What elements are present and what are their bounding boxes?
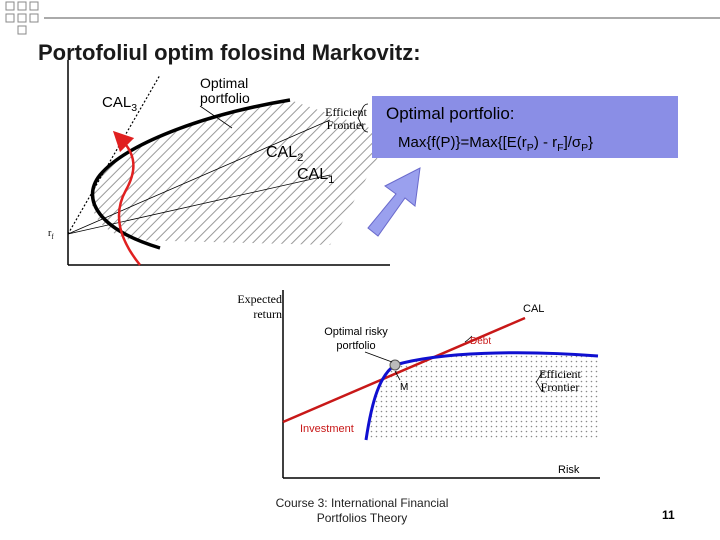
investment-label: Investment xyxy=(300,423,354,435)
red-curve xyxy=(112,130,141,266)
bottom-efficient-frontier-label: Efficient Frontier xyxy=(539,367,581,394)
bottom-efficient-frontier xyxy=(364,351,599,441)
page-number: 11 xyxy=(662,508,675,522)
callout-arrow xyxy=(367,167,421,237)
optimal-portfolio-callout: Optimal portfolio: Max{f(P)}=Max{[E(rP) … xyxy=(372,96,678,158)
optimal-risky-label: Optimal risky portfolio xyxy=(324,326,388,352)
callout-formula: Max{f(P)}=Max{[E(rP) - rF]/σP} xyxy=(398,134,594,154)
cal-label: CAL xyxy=(523,303,545,315)
ef-brace xyxy=(535,371,546,393)
cal-line xyxy=(282,316,526,424)
cal2-label: CAL2 xyxy=(266,144,304,165)
footer-course: Course 3: International Financial Portfo… xyxy=(275,496,449,525)
debt-label: Debt xyxy=(470,336,492,347)
page-title: Portofoliul optim folosind Markovitz: xyxy=(38,40,421,65)
cal2-line xyxy=(67,119,331,235)
opportunity-region-dotted xyxy=(368,352,600,440)
m-pointer xyxy=(394,370,401,381)
risk-label: Risk xyxy=(558,464,580,476)
m-label: M xyxy=(400,382,409,393)
callout-heading: Optimal portfolio: xyxy=(386,104,515,123)
top-efficient-frontier-label: Efficient Frontier xyxy=(325,105,367,132)
debt-brace xyxy=(464,335,473,343)
optimal-point-m xyxy=(389,359,401,371)
bottom-diagram xyxy=(282,290,600,479)
cal3-label: CAL3 xyxy=(102,94,138,114)
expected-return-label: Expected return xyxy=(237,292,282,321)
optimal-portfolio-label: Optimal portfolio xyxy=(200,75,250,106)
cal3-line xyxy=(67,74,161,235)
feasible-region-hatched xyxy=(91,100,390,245)
efficient-frontier-brace xyxy=(357,103,369,133)
optimal-risky-pointer xyxy=(364,351,393,363)
rf-label: rf xyxy=(48,228,54,241)
top-diagram xyxy=(67,60,421,266)
corner-decoration xyxy=(5,1,720,35)
efficient-frontier-curve xyxy=(90,98,291,250)
cal1-label: CAL1 xyxy=(297,166,335,187)
